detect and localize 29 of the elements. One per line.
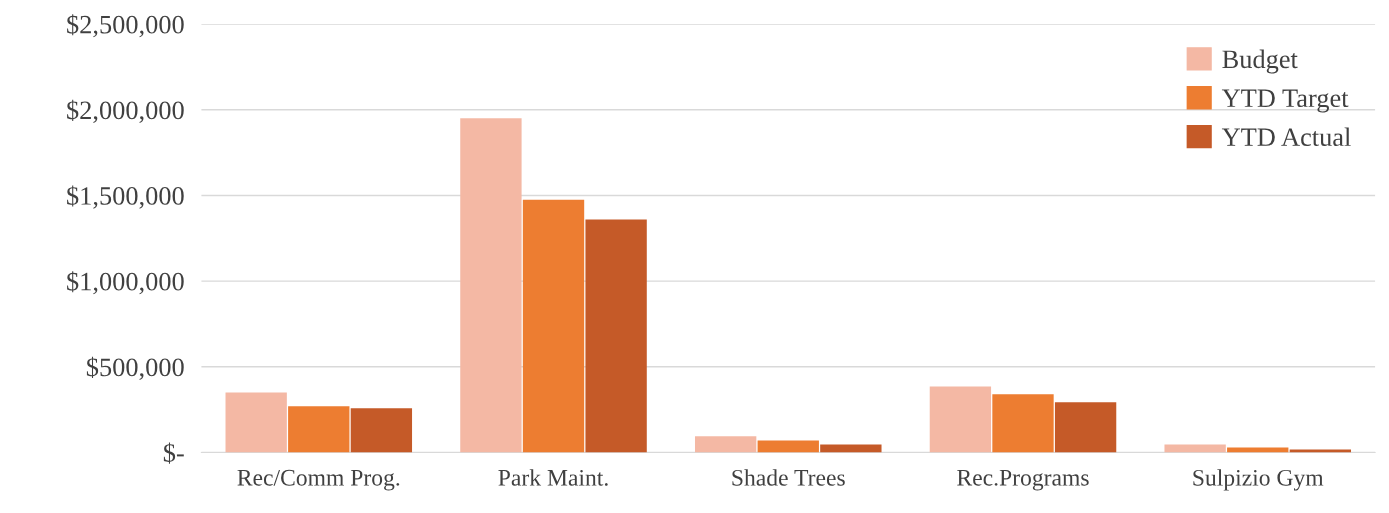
bar — [225, 392, 287, 453]
y-tick-label: $1,500,000 — [67, 185, 184, 209]
y-tick-label: $2,500,000 — [67, 14, 184, 38]
bar — [1164, 444, 1226, 453]
bar — [992, 394, 1054, 453]
bar — [350, 408, 413, 453]
bar — [1054, 402, 1117, 453]
x-tick-label: Sulpizio Gym — [1193, 469, 1324, 491]
y-tick-label: $500,000 — [86, 356, 184, 381]
bar — [1289, 449, 1352, 453]
y-tick-label: $1,000,000 — [67, 271, 184, 295]
x-tick-label: Park Maint. — [498, 469, 608, 486]
bar — [757, 440, 819, 453]
bar — [820, 444, 882, 453]
bar — [460, 118, 522, 453]
bar — [929, 386, 992, 453]
bar — [585, 219, 647, 453]
legend-label: Budget — [1222, 49, 1298, 74]
bar — [694, 436, 757, 453]
y-tick-label: $- — [163, 442, 184, 464]
x-tick-label: Rec/Comm Prog. — [237, 469, 400, 491]
y-tick-label: $2,000,000 — [67, 99, 184, 123]
x-tick-label: Shade Trees — [732, 469, 845, 486]
bar — [522, 199, 585, 453]
legend-label: YTD Actual — [1221, 127, 1351, 147]
legend-label: YTD Target — [1221, 89, 1349, 113]
bar — [1227, 447, 1289, 453]
x-tick-label: Rec.Programs — [957, 469, 1089, 491]
bar — [288, 406, 350, 453]
